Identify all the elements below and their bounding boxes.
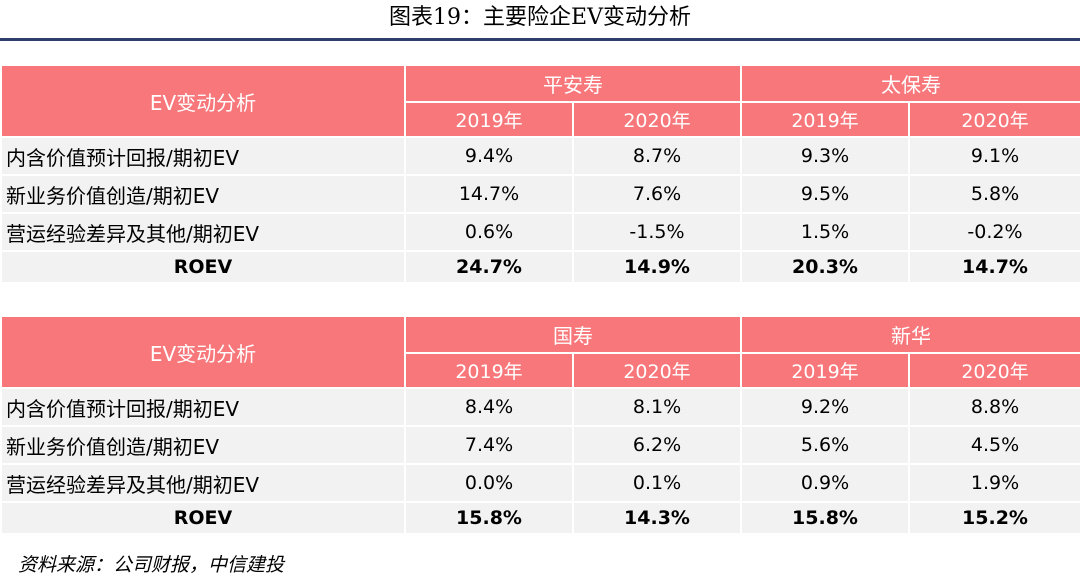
year-header: 2019年 <box>404 352 574 389</box>
company-header: 太保寿 <box>740 64 1080 103</box>
total-value: 14.3% <box>572 501 742 535</box>
cell-value: 9.5% <box>740 174 910 214</box>
cell-value: 0.9% <box>740 463 910 503</box>
total-label: ROEV <box>0 501 406 535</box>
table-row: 内含价值预计回报/期初EV 9.4% 8.7% 9.3% 9.1% <box>0 136 1080 176</box>
cell-value: 1.9% <box>908 463 1080 503</box>
source-note: 资料来源：公司财报，中信建投 <box>18 554 285 576</box>
row-label: 营运经验差异及其他/期初EV <box>0 463 406 503</box>
cell-value: 7.6% <box>572 174 742 214</box>
table-row: 新业务价值创造/期初EV 7.4% 6.2% 5.6% 4.5% <box>0 425 1080 465</box>
cell-value: 8.1% <box>572 387 742 427</box>
total-value: 15.8% <box>740 501 910 535</box>
row-label: 新业务价值创造/期初EV <box>0 174 406 214</box>
cell-value: 4.5% <box>908 425 1080 465</box>
ev-table-1: EV变动分析 平安寿 太保寿 2019年 2020年 2019年 2020年 内… <box>0 64 1080 284</box>
cell-value: 9.2% <box>740 387 910 427</box>
company-header: 平安寿 <box>404 64 742 103</box>
ev-table-2: EV变动分析 国寿 新华 2019年 2020年 2019年 2020年 内含价… <box>0 315 1080 535</box>
total-value: 15.2% <box>908 501 1080 535</box>
total-row: ROEV 15.8% 14.3% 15.8% 15.2% <box>0 501 1080 535</box>
title-divider <box>0 38 1080 41</box>
header-label: EV变动分析 <box>0 315 406 389</box>
cell-value: 9.4% <box>404 136 574 176</box>
cell-value: -1.5% <box>572 212 742 252</box>
total-value: 14.7% <box>908 250 1080 284</box>
table-row: 营运经验差异及其他/期初EV 0.6% -1.5% 1.5% -0.2% <box>0 212 1080 252</box>
cell-value: 8.8% <box>908 387 1080 427</box>
cell-value: 9.1% <box>908 136 1080 176</box>
total-label: ROEV <box>0 250 406 284</box>
cell-value: 9.3% <box>740 136 910 176</box>
year-header: 2020年 <box>572 352 742 389</box>
cell-value: 5.6% <box>740 425 910 465</box>
row-label: 内含价值预计回报/期初EV <box>0 136 406 176</box>
row-label: 营运经验差异及其他/期初EV <box>0 212 406 252</box>
table-row: 新业务价值创造/期初EV 14.7% 7.6% 9.5% 5.8% <box>0 174 1080 214</box>
cell-value: -0.2% <box>908 212 1080 252</box>
row-label: 内含价值预计回报/期初EV <box>0 387 406 427</box>
company-header: 新华 <box>740 315 1080 354</box>
total-value: 20.3% <box>740 250 910 284</box>
cell-value: 8.4% <box>404 387 574 427</box>
cell-value: 14.7% <box>404 174 574 214</box>
header-label: EV变动分析 <box>0 64 406 138</box>
year-header: 2020年 <box>908 101 1080 138</box>
year-header: 2019年 <box>740 352 910 389</box>
table-row: 营运经验差异及其他/期初EV 0.0% 0.1% 0.9% 1.9% <box>0 463 1080 503</box>
year-header: 2019年 <box>740 101 910 138</box>
year-header: 2019年 <box>404 101 574 138</box>
cell-value: 6.2% <box>572 425 742 465</box>
cell-value: 5.8% <box>908 174 1080 214</box>
cell-value: 0.0% <box>404 463 574 503</box>
cell-value: 0.1% <box>572 463 742 503</box>
table-row: 内含价值预计回报/期初EV 8.4% 8.1% 9.2% 8.8% <box>0 387 1080 427</box>
cell-value: 1.5% <box>740 212 910 252</box>
year-header: 2020年 <box>908 352 1080 389</box>
row-label: 新业务价值创造/期初EV <box>0 425 406 465</box>
cell-value: 0.6% <box>404 212 574 252</box>
total-value: 24.7% <box>404 250 574 284</box>
cell-value: 7.4% <box>404 425 574 465</box>
figure-title: 图表19：主要险企EV变动分析 <box>389 5 691 30</box>
total-row: ROEV 24.7% 14.9% 20.3% 14.7% <box>0 250 1080 284</box>
total-value: 14.9% <box>572 250 742 284</box>
year-header: 2020年 <box>572 101 742 138</box>
company-header: 国寿 <box>404 315 742 354</box>
cell-value: 8.7% <box>572 136 742 176</box>
total-value: 15.8% <box>404 501 574 535</box>
